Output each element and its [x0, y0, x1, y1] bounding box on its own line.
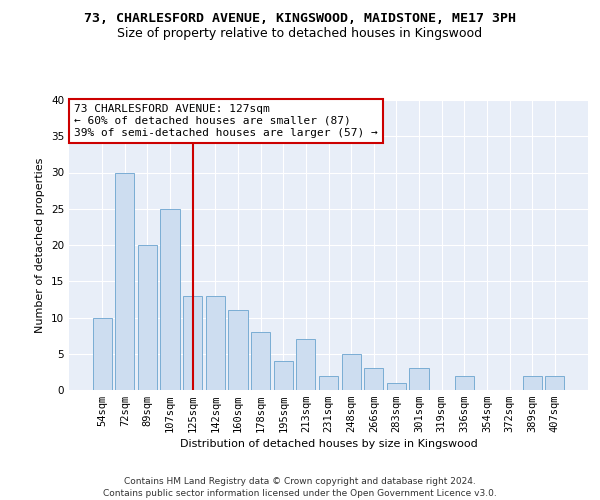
Bar [251, 332, 270, 390]
X-axis label: Distribution of detached houses by size in Kingswood: Distribution of detached houses by size … [179, 440, 478, 450]
Text: Contains HM Land Registry data © Crown copyright and database right 2024.
Contai: Contains HM Land Registry data © Crown c… [103, 476, 497, 498]
Bar [138, 245, 157, 390]
Bar [206, 296, 225, 390]
Bar [92, 318, 112, 390]
Bar [523, 376, 542, 390]
Bar [115, 172, 134, 390]
Bar [364, 368, 383, 390]
Bar [409, 368, 428, 390]
Bar [183, 296, 202, 390]
Bar [341, 354, 361, 390]
Bar [455, 376, 474, 390]
Text: 73, CHARLESFORD AVENUE, KINGSWOOD, MAIDSTONE, ME17 3PH: 73, CHARLESFORD AVENUE, KINGSWOOD, MAIDS… [84, 12, 516, 26]
Y-axis label: Number of detached properties: Number of detached properties [35, 158, 46, 332]
Bar [160, 209, 180, 390]
Bar [545, 376, 565, 390]
Text: 73 CHARLESFORD AVENUE: 127sqm
← 60% of detached houses are smaller (87)
39% of s: 73 CHARLESFORD AVENUE: 127sqm ← 60% of d… [74, 104, 378, 138]
Bar [274, 361, 293, 390]
Text: Size of property relative to detached houses in Kingswood: Size of property relative to detached ho… [118, 28, 482, 40]
Bar [319, 376, 338, 390]
Bar [296, 339, 316, 390]
Bar [229, 310, 248, 390]
Bar [387, 383, 406, 390]
